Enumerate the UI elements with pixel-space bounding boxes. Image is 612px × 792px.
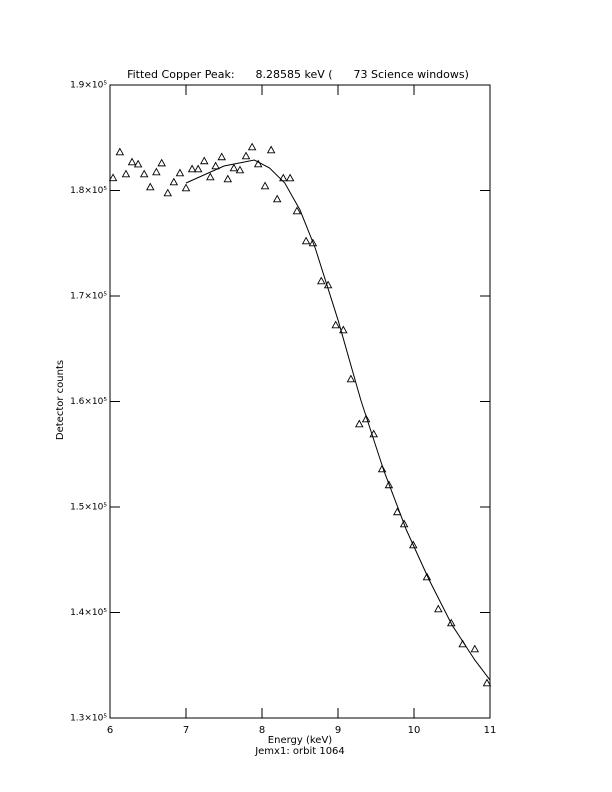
data-point: [115, 147, 125, 156]
data-point: [331, 320, 340, 329]
data-point: [139, 169, 149, 178]
data-point: [146, 182, 155, 191]
data-point: [377, 464, 387, 473]
data-point: [163, 188, 173, 197]
x-axis-label: Energy (keV): [268, 735, 333, 746]
data-point: [408, 540, 418, 549]
data-point: [446, 618, 456, 627]
data-point: [482, 678, 492, 687]
data-point: [241, 151, 251, 160]
data-point: [152, 167, 161, 176]
y-axis-label: Detector counts: [55, 360, 66, 440]
data-point: [199, 156, 209, 165]
data-point: [308, 238, 318, 247]
data-point: [399, 519, 409, 528]
data-point: [169, 177, 179, 186]
y-tick-label: 1.7×10⁵: [70, 292, 107, 302]
y-tick-label: 1.6×10⁵: [70, 397, 107, 407]
data-point: [272, 194, 282, 203]
data-point: [470, 644, 480, 653]
data-point: [260, 181, 270, 190]
data-point: [434, 604, 443, 613]
data-point: [422, 572, 432, 581]
fit-line: [185, 159, 491, 681]
y-tick-label: 1.5×10⁵: [70, 503, 107, 513]
y-tick-label: 1.3×10⁵: [70, 714, 107, 724]
data-point: [355, 419, 364, 428]
y-tick-label: 1.9×10⁵: [70, 81, 107, 91]
data-point: [235, 165, 245, 174]
x-tick-label: 9: [335, 725, 341, 736]
x-tick-label: 7: [183, 725, 189, 736]
data-point: [181, 183, 191, 192]
y-tick-label: 1.8×10⁵: [70, 186, 107, 196]
data-point: [285, 173, 295, 182]
data-point: [133, 159, 143, 168]
data-point: [211, 161, 220, 170]
data-point: [253, 159, 263, 168]
data-point: [247, 142, 257, 151]
data-point: [339, 325, 348, 334]
x-tick-label: 11: [484, 725, 497, 736]
data-point: [217, 152, 226, 161]
data-point: [223, 174, 233, 183]
data-point: [193, 164, 203, 173]
data-point: [175, 168, 185, 177]
data-point: [346, 374, 356, 383]
data-point: [127, 157, 137, 166]
data-point: [384, 480, 394, 489]
data-point: [317, 276, 326, 285]
data-point: [108, 173, 118, 182]
data-point: [229, 163, 239, 172]
data-point: [206, 172, 215, 181]
data-point: [121, 169, 131, 178]
data-point: [292, 206, 302, 215]
x-tick-label: 8: [259, 725, 265, 736]
data-point: [187, 164, 197, 173]
data-point: [301, 236, 311, 245]
chart-title: Fitted Copper Peak: 8.28585 keV ( 73 Sci…: [127, 68, 469, 81]
data-point: [157, 158, 166, 167]
subtitle: Jemx1: orbit 1064: [254, 746, 345, 757]
data-point: [266, 145, 276, 154]
y-tick-label: 1.4×10⁵: [70, 608, 107, 618]
data-point: [361, 414, 371, 423]
x-tick-label: 10: [408, 725, 421, 736]
x-tick-label: 6: [107, 725, 113, 736]
